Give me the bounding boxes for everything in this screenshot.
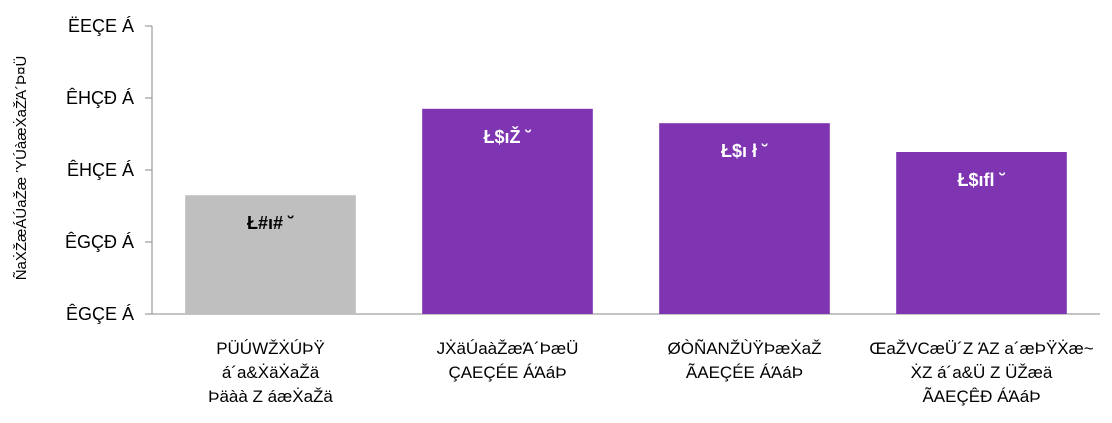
category-label: ẊZ á´a&Ü Z ÜŽæä: [911, 363, 1053, 382]
data-label: Ł$ıŽ ˘: [484, 126, 532, 147]
category-label: ŒaŽVCæÜ´Z ΆZ a´æÞŸẊæ~: [869, 339, 1093, 358]
data-label: Ł$ı ł ˘: [721, 141, 768, 161]
category-label: Þäàà Z áæẊaŽä: [208, 387, 333, 406]
category-label: ÃAEÇÊÐ ÁΆáÞ: [922, 387, 1040, 406]
category-label: ÃAEÇÉE ÁΆáÞ: [686, 363, 803, 382]
category-labels: PÜÚWŽẊÚÞŸ á´a&ẊäẊaŽä Þäàà Z áæẊaŽä JẊäÚaàŽæ…: [208, 339, 1094, 406]
bar: [185, 195, 356, 314]
data-labels: Ł#ı# ˘ Ł$ıŽ ˘ Ł$ı ł ˘ Ł$ıfl ˘: [247, 126, 1006, 233]
data-label: Ł#ı# ˘: [247, 213, 294, 233]
y-tick-label: ÊHÇÐ Á: [66, 88, 134, 108]
category-label: á´a&ẊäẊaŽä: [222, 363, 320, 382]
bar: [659, 123, 830, 314]
y-tick-label: ÊHÇE Á: [67, 160, 134, 180]
y-tick-labels: ÊGÇE Á ÊGÇÐ Á ÊHÇE Á ÊHÇÐ Á ËEÇE Á: [65, 16, 152, 324]
bars: [185, 108, 1067, 314]
data-label: Ł$ıfl ˘: [958, 170, 1006, 190]
bar: [422, 108, 593, 314]
category-label: ØÒÑANŽÙŸÞæẊaŽ: [668, 339, 822, 358]
y-axis-label: ÑaẊŽæÁÚaŽæ ΎÚàæẊaŽΆ´Þ¤Ü: [12, 56, 30, 281]
category-label: PÜÚWŽẊÚÞŸ: [216, 339, 325, 358]
y-tick-label: ËEÇE Á: [68, 16, 134, 36]
y-tick-label: ÊGÇE Á: [66, 304, 134, 324]
category-label: ÇAEÇÉE ÁΆáÞ: [448, 363, 566, 382]
category-label: JẊäÚaàŽæΆ´ÞæÜ: [437, 339, 579, 358]
bar: [896, 152, 1067, 314]
y-tick-label: ÊGÇÐ Á: [65, 232, 134, 252]
